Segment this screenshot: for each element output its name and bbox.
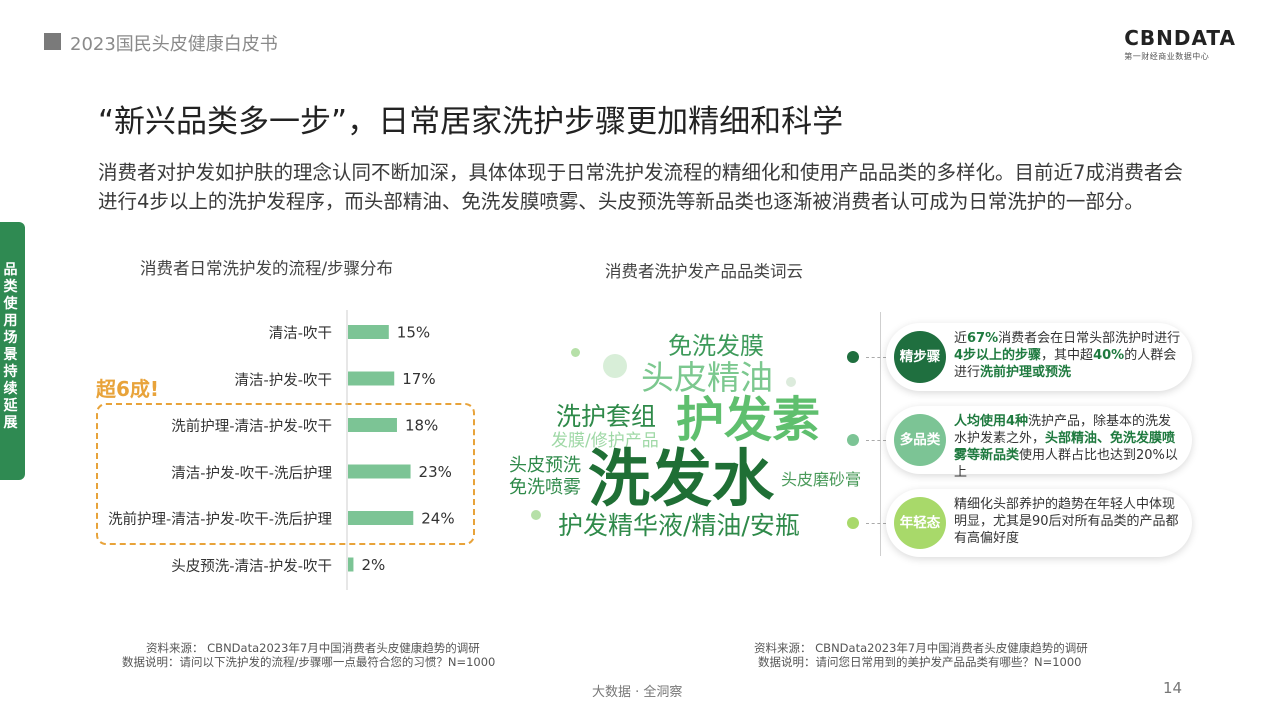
word-cloud-title: 消费者洗护发产品品类词云 [605, 262, 803, 281]
timeline-line [880, 312, 881, 556]
cloud-dot [571, 348, 580, 357]
cbndata-logo: CBNDATA 第一财经商业数据中心 [1124, 26, 1236, 62]
card-text-highlight: 头部精油、免洗发膜喷雾等新品类 [954, 431, 1176, 463]
bar [348, 418, 397, 432]
right-note: 数据说明：请问您日常用到的美护发产品品类有哪些？N=1000 [758, 655, 1082, 669]
card-text: 精细化头部养护的趋势在年轻人中体现明显，尤其是90后对所有品类的产品都有高偏好度 [954, 496, 1182, 547]
header-marker [44, 33, 61, 50]
page-title: “新兴品类多一步”，日常居家洗护步骤更加精细和科学 [98, 104, 844, 140]
left-note: 数据说明：请问以下洗护发的流程/步骤哪一点最符合您的习惯？N=1000 [122, 655, 496, 669]
card-text-segment: 近 [954, 331, 968, 346]
bar [348, 325, 389, 339]
cloud-word: 头皮磨砂膏 [781, 470, 862, 489]
card-text: 人均使用4种洗护产品，除基本的洗发水护发素之外，头部精油、免洗发膜喷雾等新品类使… [954, 413, 1182, 481]
timeline-marker [847, 434, 859, 446]
card-text: 近67%消费者会在日常头部洗护时进行 4步以上的步骤，其中超40%的人群会进行洗前… [954, 330, 1182, 381]
bar [348, 557, 354, 572]
cloud-word: 护发精华液/精油/安瓶 [558, 511, 800, 540]
bar-value-label: 15% [397, 324, 430, 342]
insight-card: 年轻态 精细化头部养护的趋势在年轻人中体现明显，尤其是90后对所有品类的产品都有高… [886, 489, 1192, 557]
card-text-highlight: 40% [1093, 348, 1125, 363]
card-badge: 精步骤 [894, 331, 946, 383]
bar-category-label: 清洁-护发-吹干-洗后护理 [171, 465, 332, 482]
insight-card: 精步骤 近67%消费者会在日常头部洗护时进行 4步以上的步骤，其中超40%的人群会进… [886, 323, 1192, 391]
cloud-word: 免洗发膜 [668, 332, 764, 360]
timeline-marker [847, 351, 859, 363]
cloud-word: 头皮预洗 [509, 455, 581, 476]
card-text-segment: 精细化头部养护的趋势在年轻人中体现明显，尤其是90后对所有品类的产品都有高偏好度 [954, 497, 1179, 546]
bar-value-label: 2% [361, 556, 385, 574]
timeline-marker [847, 517, 859, 529]
card-text-segment: 洗护产品，除基本的洗发水护发素之外， [954, 414, 1172, 446]
report-title: 2023国民头皮健康白皮书 [70, 34, 278, 55]
bar-category-label: 头皮预洗-清洁-护发-吹干 [171, 558, 332, 575]
right-source: 资料来源： CBNData2023年7月中国消费者头皮健康趋势的调研 [754, 641, 1088, 655]
highlight-label: 超6成! [96, 377, 160, 401]
bar-category-label: 洗前护理-清洁-护发-吹干 [171, 419, 332, 435]
card-text-highlight: 4步以上的步骤 [954, 348, 1042, 363]
card-text-segment: 的人群会进行 [954, 348, 1177, 380]
side-tab-label: 品类使用场景持续延展 [3, 262, 18, 431]
bar [348, 464, 411, 479]
card-badge: 多品类 [894, 414, 946, 466]
connector-dash [866, 523, 886, 524]
bar [348, 371, 395, 386]
cloud-word: 免洗喷雾 [509, 477, 581, 498]
highlight-box [96, 403, 475, 545]
bar [348, 511, 414, 525]
cloud-dot [786, 377, 796, 387]
page-number: 14 [1163, 679, 1183, 697]
card-text-segment: 消费者会在日常头部洗护时进行 [998, 331, 1181, 346]
cloud-dot [603, 354, 627, 378]
intro-paragraph: 消费者对护发如护肤的理念认同不断加深，具体体现于日常洗护发流程的精细化和使用产品… [98, 161, 1183, 213]
insight-card: 多品类 人均使用4种洗护产品，除基本的洗发水护发素之外，头部精油、免洗发膜喷雾等新… [886, 406, 1192, 480]
cloud-word: 头皮精油 [641, 358, 773, 397]
cloud-word: 洗护套组 [556, 402, 657, 431]
bar-value-label: 17% [402, 370, 435, 388]
bar-value-label: 18% [405, 417, 438, 435]
bar-category-label: 清洁-护发-吹干 [234, 372, 332, 389]
bar-value-label: 24% [421, 510, 454, 528]
cloud-word: 护发素 [676, 392, 821, 448]
bar-category-label: 洗前护理-清洁-护发-吹干-洗后护理 [108, 512, 332, 528]
bar-chart: 15% 17% 18% 23% 24% 2% [346, 310, 455, 590]
footer-slogan: 大数据 · 全洞察 [592, 685, 683, 700]
card-badge: 年轻态 [894, 497, 946, 549]
card-text-highlight: 洗前护理或预洗 [980, 365, 1072, 380]
connector-dash [866, 440, 886, 441]
bar-category-label: 清洁-吹干 [268, 326, 332, 342]
connector-dash [866, 357, 886, 358]
cloud-dot [531, 510, 541, 520]
cloud-word: 洗发水 [588, 442, 775, 515]
logo-main-text: CBNDATA [1124, 26, 1236, 50]
side-tab [0, 222, 25, 480]
card-text-highlight: 67% [967, 331, 999, 346]
card-text-segment: ，其中超 [1041, 348, 1094, 363]
bar-value-label: 23% [419, 463, 452, 481]
logo-sub-text: 第一财经商业数据中心 [1124, 52, 1210, 61]
card-text-segment: 使用人群占比也达到20%以上 [954, 448, 1178, 480]
card-text-highlight: 人均使用4种 [954, 414, 1029, 429]
left-source: 资料来源： CBNData2023年7月中国消费者头皮健康趋势的调研 [146, 641, 480, 655]
cloud-word: 发膜/修护产品 [551, 431, 659, 451]
bar-chart-title: 消费者日常洗护发的流程/步骤分布 [140, 259, 394, 278]
